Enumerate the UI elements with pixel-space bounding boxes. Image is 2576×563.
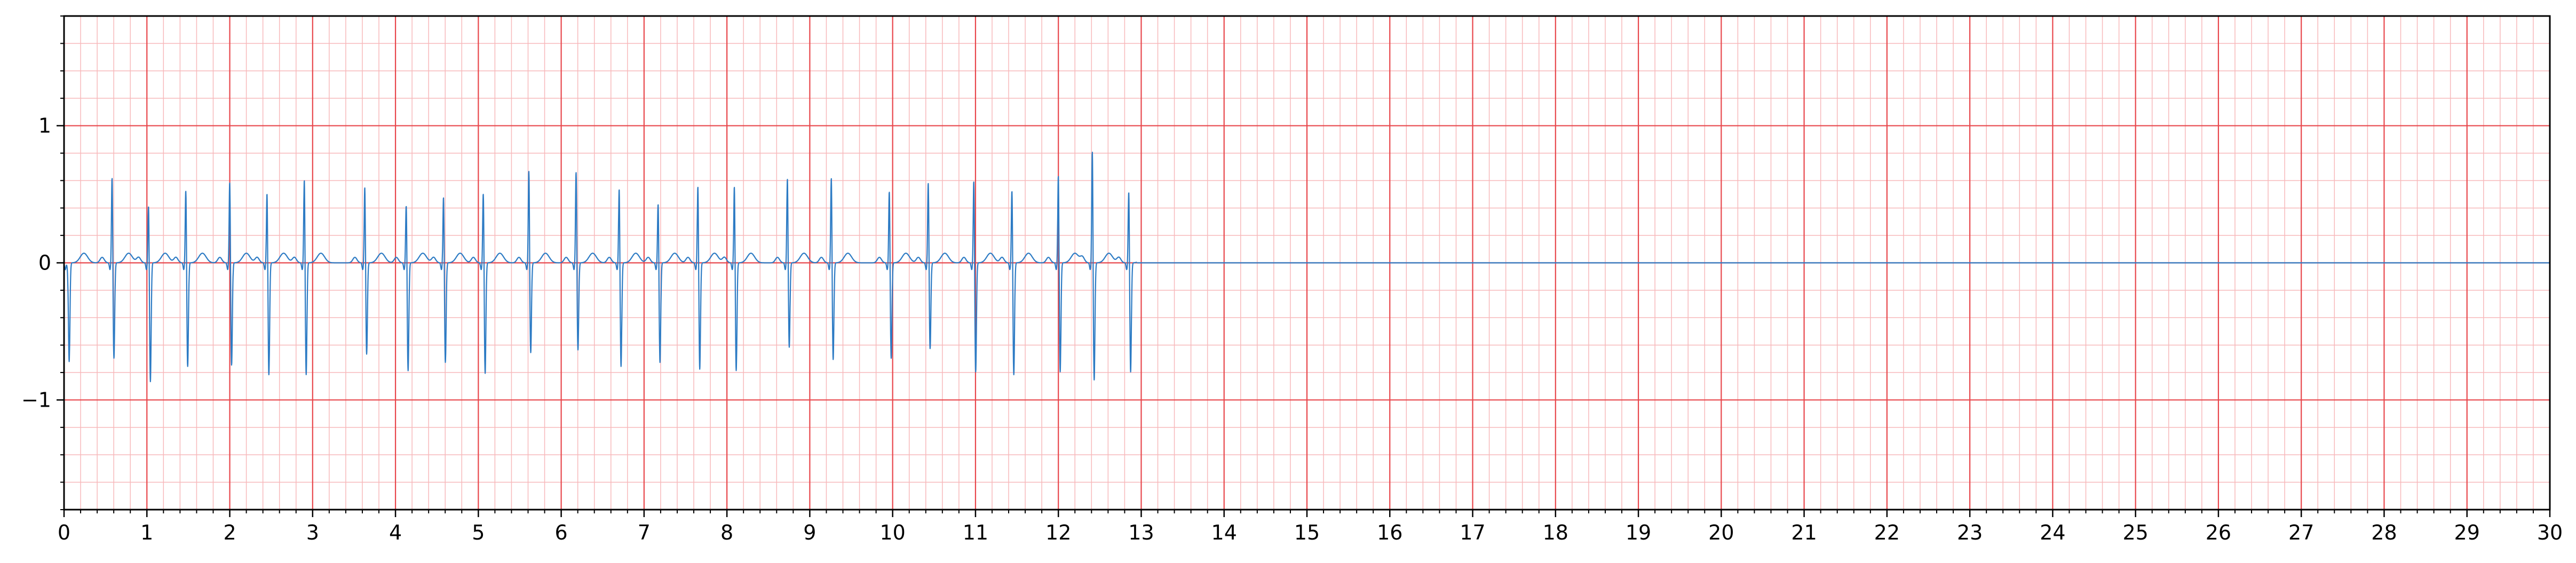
x-tick-label: 19 [1626,521,1651,544]
x-tick-label: 23 [1957,521,1983,544]
x-tick-label: 7 [638,521,651,544]
x-tick-label: 28 [2371,521,2397,544]
x-tick-label: 4 [389,521,402,544]
x-tick-label: 1 [140,521,153,544]
x-tick-label: 15 [1294,521,1320,544]
x-tick-label: 11 [963,521,988,544]
x-tick-label: 16 [1377,521,1402,544]
x-tick-label: 22 [1874,521,1900,544]
y-tick-label: 0 [38,251,51,275]
x-tick-label: 29 [2454,521,2480,544]
x-tick-label: 5 [472,521,485,544]
ecg-trace [63,152,1138,383]
x-tick-label: 27 [2288,521,2314,544]
x-axis: 0 1 2 3 4 5 6 7 8 9 10 11 12 13 14 15 16 17 18 19 20 21 22 23 24… [58,510,2563,544]
x-tick-label: 9 [803,521,816,544]
x-tick-label: 17 [1460,521,1485,544]
y-axis: −1 0 1 [21,15,64,510]
x-tick-label: 30 [2537,521,2563,544]
x-tick-label: 21 [1791,521,1817,544]
x-tick-label: 18 [1543,521,1568,544]
x-tick-label: 10 [879,521,905,544]
x-tick-label: 6 [555,521,568,544]
x-tick-label: 0 [58,521,70,544]
x-tick-label: 12 [1045,521,1071,544]
x-tick-label: 25 [2122,521,2148,544]
x-tick-label: 14 [1211,521,1237,544]
x-tick-label: 3 [306,521,319,544]
x-tick-label: 24 [2040,521,2065,544]
x-tick-label: 8 [720,521,733,544]
y-tick-label: −1 [21,388,51,411]
y-tick-label: 1 [38,114,51,138]
x-tick-label: 20 [1708,521,1734,544]
series-layer [63,152,2550,383]
x-tick-label: 2 [223,521,236,544]
x-tick-label: 26 [2206,521,2231,544]
x-tick-label: 13 [1128,521,1154,544]
